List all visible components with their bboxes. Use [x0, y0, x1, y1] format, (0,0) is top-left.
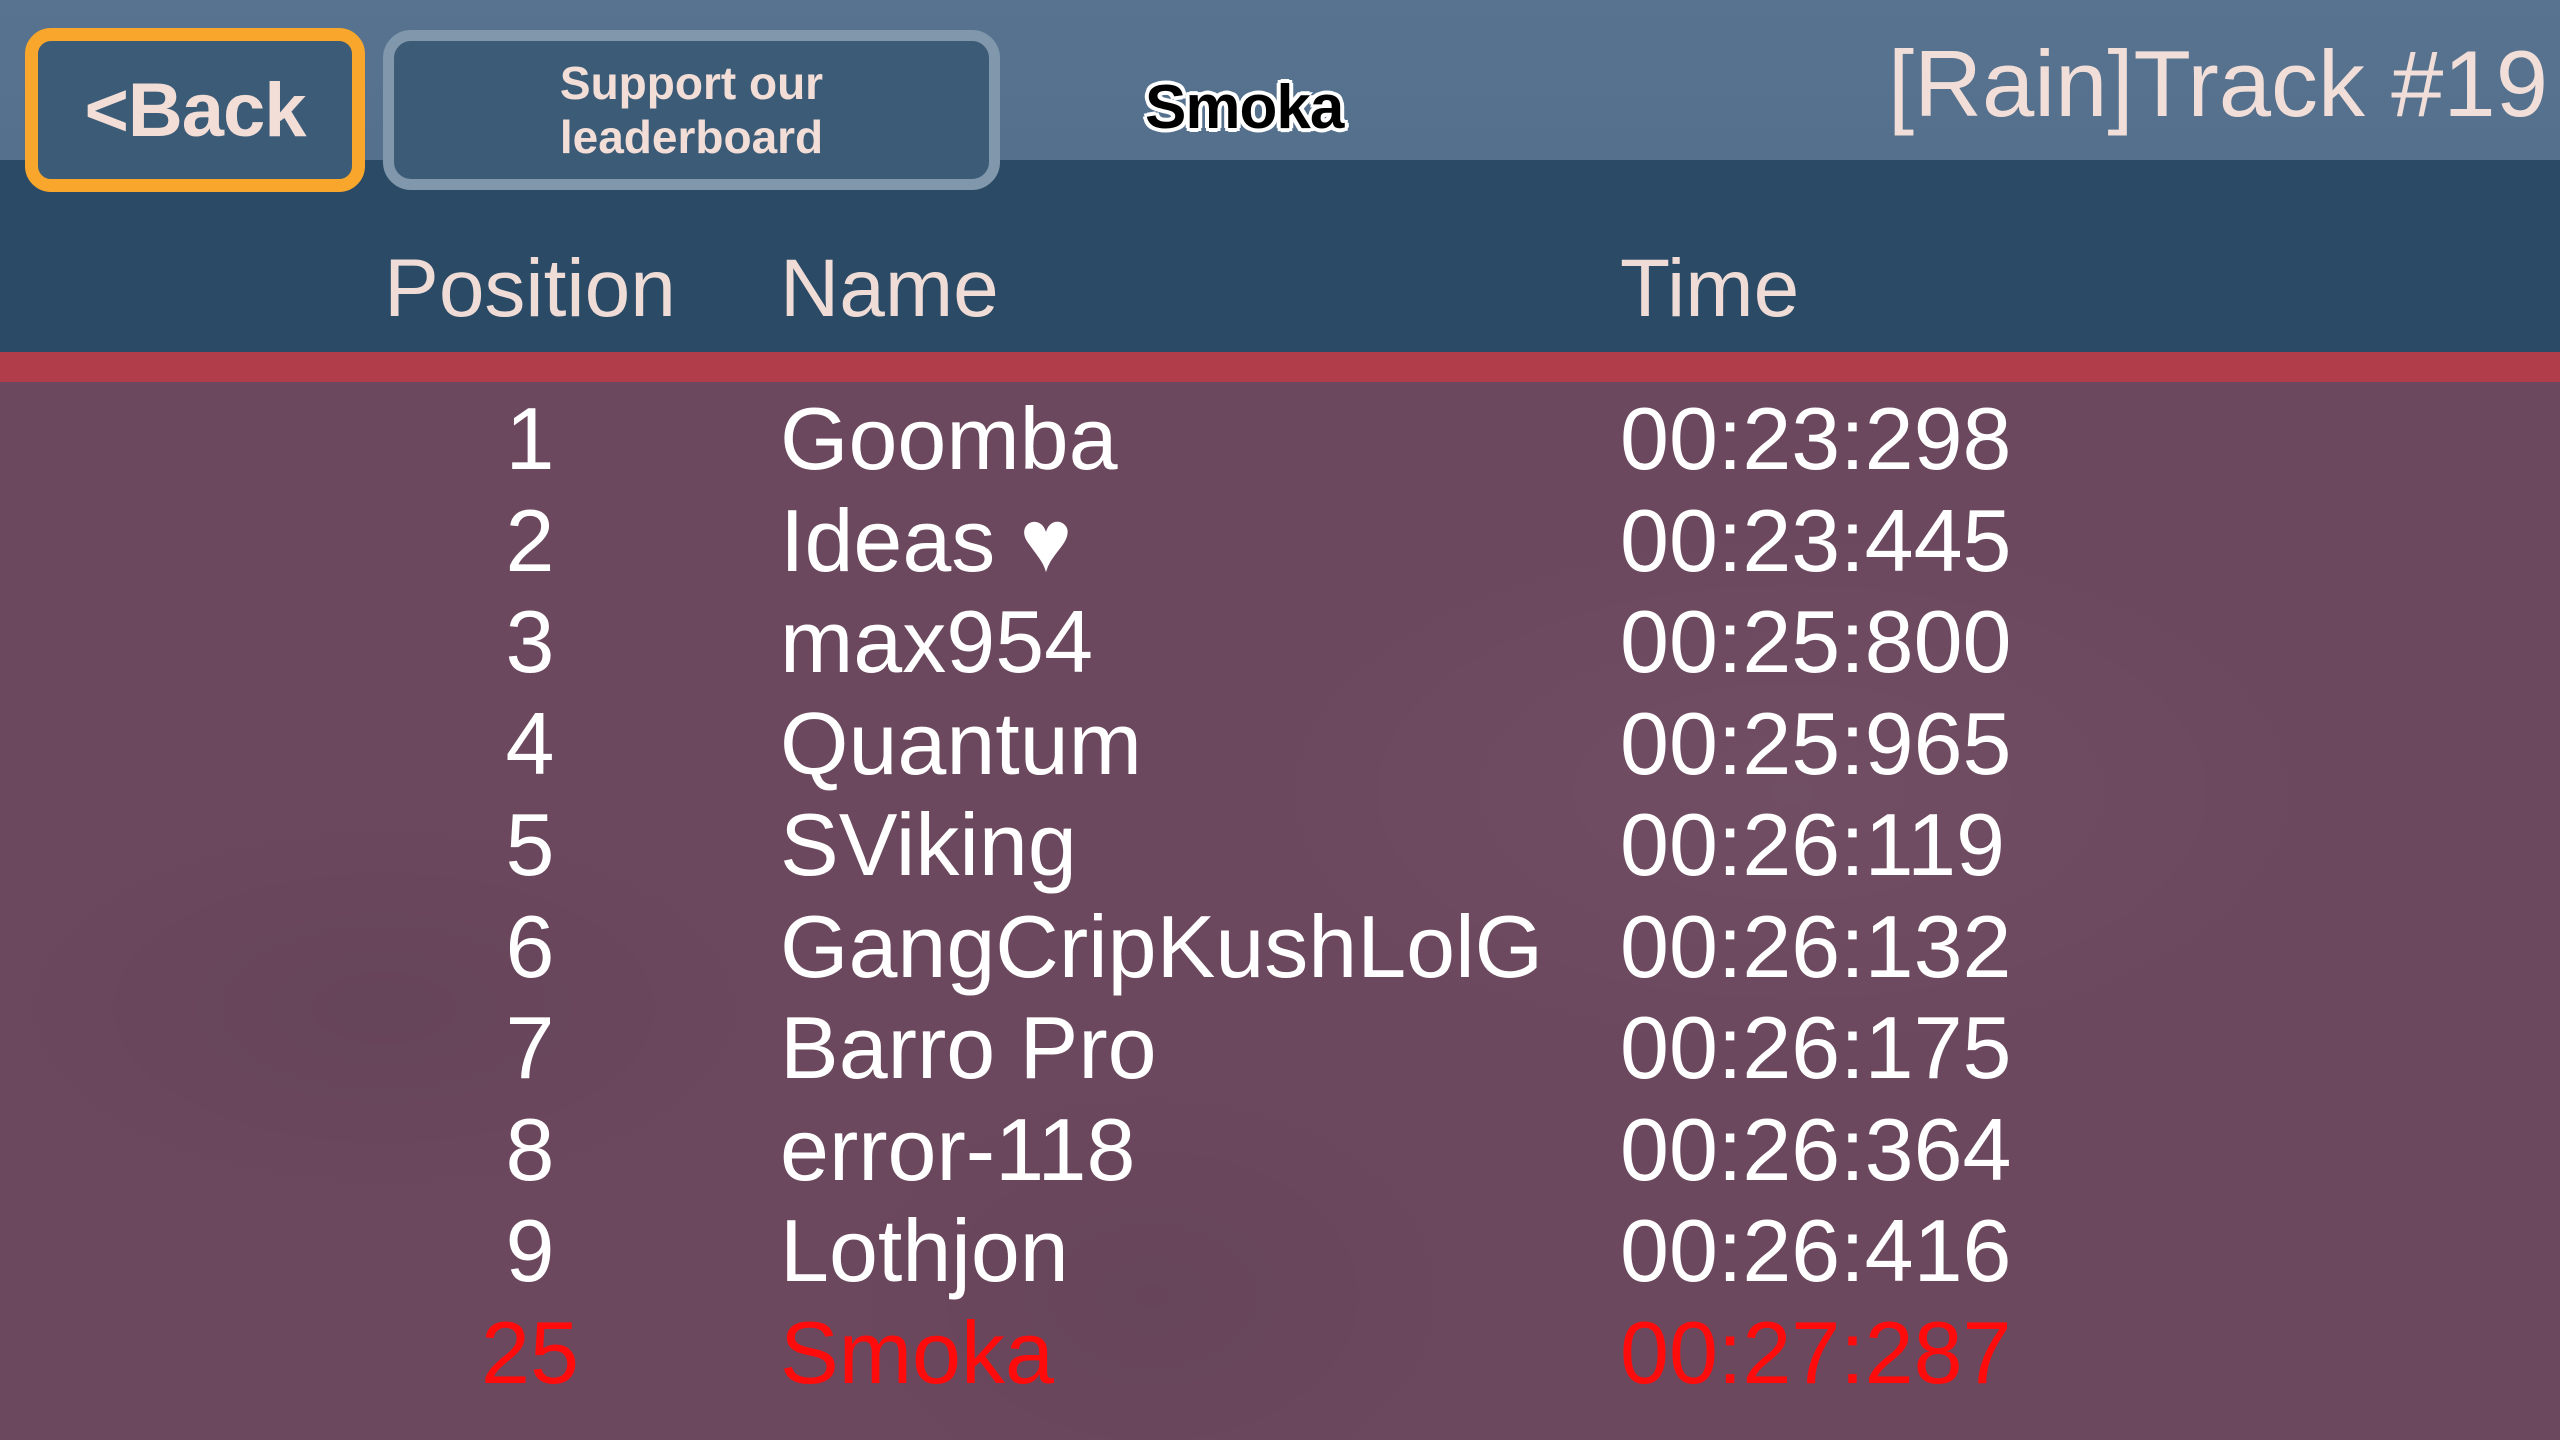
header-time: Time [1620, 243, 1800, 334]
row-position: 6 [505, 896, 555, 996]
row-name: Lothjon [780, 1201, 1069, 1300]
row-time: 00:23:298 [1620, 389, 2012, 488]
row-position: 1 [505, 389, 555, 488]
row-name: Goomba [780, 389, 1118, 488]
header-position: Position [384, 243, 676, 334]
leaderboard-row: 8 error-118 00:26:364 [0, 1099, 2560, 1201]
row-position: 8 [505, 1099, 555, 1199]
current-player-name: Smoka [1145, 73, 1344, 142]
row-time: 00:27:287 [1620, 1302, 2012, 1402]
row-time: 00:25:965 [1620, 693, 2012, 793]
support-leaderboard-button[interactable]: Support our leaderboard [383, 30, 1000, 190]
leaderboard-rows: 1 Goomba 00:23:298 2 Ideas ♥ 00:23:445 3 max954… [0, 388, 2560, 1403]
leaderboard-row: 1 Goomba 00:23:298 [0, 388, 2560, 490]
row-name: Quantum [780, 693, 1142, 793]
track-title: [Rain]Track #19 [1887, 31, 2548, 136]
leaderboard-row: 3 max954 00:25:800 [0, 591, 2560, 693]
leaderboard-row: 7 Barro Pro 00:26:175 [0, 997, 2560, 1099]
leaderboard-row: 9 Lothjon 00:26:416 [0, 1200, 2560, 1302]
row-name: error-118 [780, 1099, 1136, 1199]
divider-line [0, 352, 2560, 382]
header-name: Name [780, 243, 999, 334]
row-position: 9 [505, 1201, 555, 1300]
leaderboard-row-self: 25 Smoka 00:27:287 [0, 1302, 2560, 1404]
row-name: Smoka [780, 1302, 1054, 1402]
row-position: 3 [505, 592, 555, 691]
row-name: max954 [780, 592, 1094, 691]
leaderboard-row: 2 Ideas ♥ 00:23:445 [0, 490, 2560, 592]
row-time: 00:26:416 [1620, 1201, 2012, 1300]
row-time: 00:25:800 [1620, 592, 2012, 691]
table-header-band [0, 160, 2560, 352]
back-button[interactable]: <Back [25, 28, 365, 192]
support-button-line2: leaderboard [559, 111, 824, 163]
row-time: 00:26:364 [1620, 1099, 2012, 1199]
leaderboard-row: 6 GangCripKushLolG 00:26:132 [0, 896, 2560, 998]
table-header-row: Position Name Time [0, 160, 2560, 352]
back-button-label: <Back [84, 67, 306, 153]
row-name: SViking [780, 795, 1077, 894]
row-position: 2 [505, 490, 555, 590]
row-position: 25 [481, 1302, 579, 1402]
leaderboard-row: 5 SViking 00:26:119 [0, 794, 2560, 896]
row-time: 00:26:175 [1620, 998, 2012, 1097]
row-name: GangCripKushLolG [780, 896, 1544, 996]
row-time: 00:26:119 [1620, 795, 2005, 894]
leaderboard-row: 4 Quantum 00:25:965 [0, 693, 2560, 795]
row-time: 00:26:132 [1620, 896, 2012, 996]
row-position: 4 [505, 693, 555, 793]
row-position: 7 [505, 998, 555, 1097]
row-name: Ideas ♥ [780, 490, 1072, 590]
row-time: 00:23:445 [1620, 490, 2012, 590]
support-button-line1: Support our [559, 57, 824, 109]
row-position: 5 [505, 795, 555, 894]
row-name: Barro Pro [780, 998, 1157, 1097]
